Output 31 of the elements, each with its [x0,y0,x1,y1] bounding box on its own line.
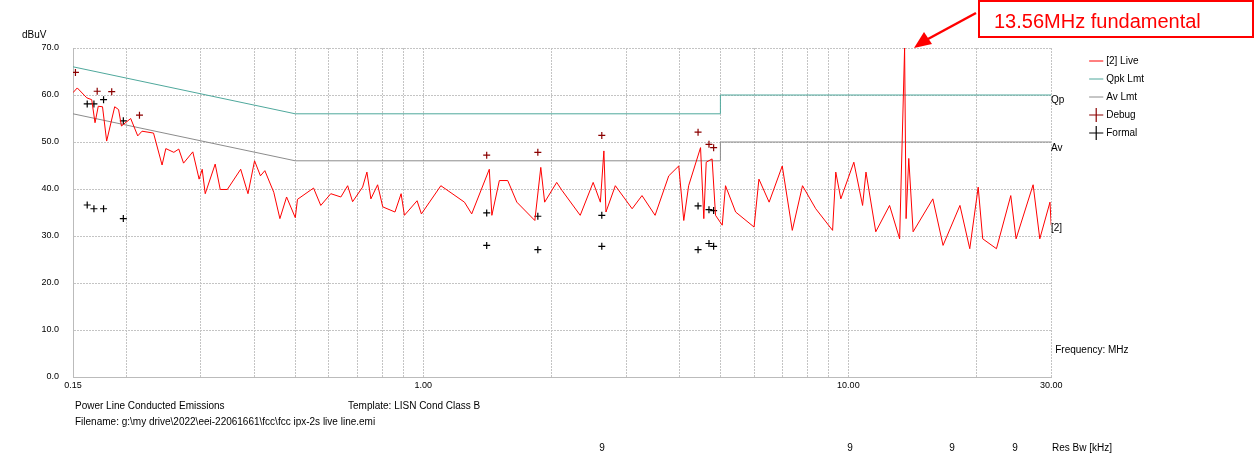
legend-label: Formal [1106,126,1138,138]
text: 13.56MHz fundamental [978,0,1254,38]
y-tick-label: 40.0 [41,183,59,194]
y-tick-label: 20.0 [41,277,59,288]
y-tick-label: 50.0 [41,136,59,147]
legend-label: [2] Live [1106,54,1139,66]
y-tick-label: 70.0 [41,42,59,53]
annotation: Qp [1051,94,1065,105]
text: Filename: g:\my drive\2022\eei-22061661\fcc\fcc ipx-2s live line.emi [75,416,376,427]
text: 9 [948,442,956,453]
legend-label: Av Lmt [1106,90,1138,102]
x-tick-label: 30.00 [1039,379,1063,390]
x-axis-title: Frequency: MHz [1055,344,1129,355]
x-tick-label: 1.00 [414,379,433,390]
y-tick-label: 0.0 [46,371,59,382]
text: 9 [598,442,606,453]
text: Template: LISN Cond Class B [348,400,481,411]
legend-label: Debug [1106,108,1136,120]
text: 9 [846,442,854,453]
y-tick-label: 60.0 [41,89,59,100]
annotation: [2] [1051,222,1063,233]
text: Res Bw [kHz] [1052,442,1113,453]
x-tick-label: 0.15 [64,379,82,390]
annotation: Av [1051,142,1063,153]
text: Power Line Conducted Emissions [75,400,225,411]
x-tick-label: 10.00 [837,379,860,390]
y-tick-label: 30.0 [41,230,59,241]
legend-label: Qpk Lmt [1106,72,1145,84]
y-tick-label: 10.0 [41,324,59,335]
text: 9 [1012,442,1018,453]
y-axis-title: dBuV [22,29,47,40]
